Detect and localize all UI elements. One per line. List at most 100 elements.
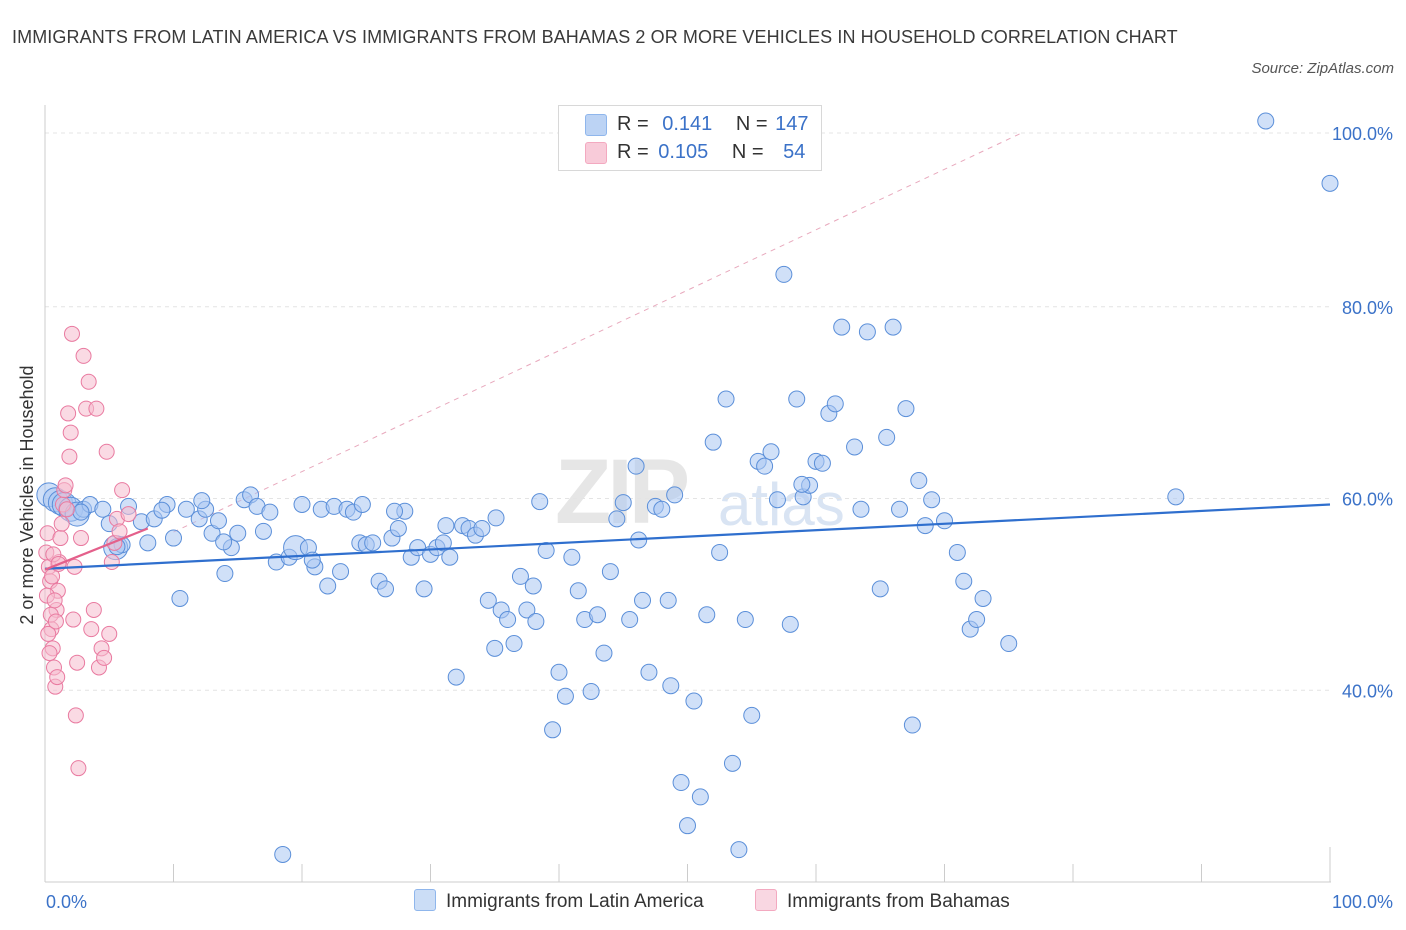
source-label: Source: ZipAtlas.com [1251, 60, 1394, 77]
series-bahamas [38, 325, 137, 777]
data-point-latin-america [582, 682, 600, 700]
data-point-latin-america [1167, 488, 1185, 506]
y-tick-label: 80.0% [1342, 298, 1393, 318]
data-point-latin-america [389, 519, 407, 537]
data-point-latin-america [556, 687, 574, 705]
legend-item-latin-america[interactable]: Immigrants from Latin America [414, 888, 704, 916]
data-point-bahamas [46, 592, 63, 609]
data-point-latin-america [717, 390, 735, 408]
stats-swatch-latin-america [585, 114, 607, 136]
r-label: R = [617, 113, 649, 135]
data-point-latin-america [524, 577, 542, 595]
tick-labels: 40.0% 60.0% 80.0% 100.0% 0.0% 100.0% 2 or more… [17, 124, 1393, 912]
data-point-bahamas [65, 611, 82, 628]
data-point-latin-america [215, 533, 233, 551]
data-point-bahamas [41, 645, 58, 662]
data-point-latin-america [826, 395, 844, 413]
n-value: 147 [775, 113, 809, 135]
y-tick-label: 100.0% [1332, 124, 1393, 144]
data-point-bahamas [70, 760, 87, 777]
legend-label: Immigrants from Latin America [446, 891, 704, 912]
data-point-bahamas [61, 448, 78, 465]
data-point-bahamas [69, 654, 86, 671]
data-point-latin-america [614, 494, 632, 512]
n-label: N = [731, 141, 764, 163]
data-point-latin-america [544, 721, 562, 739]
stats-swatch-bahamas [585, 142, 607, 164]
data-point-latin-america [666, 486, 684, 504]
legend-item-bahamas[interactable]: Immigrants from Bahamas [755, 888, 1010, 916]
data-point-latin-america [377, 580, 395, 598]
data-point-latin-america [974, 589, 992, 607]
data-point-latin-america [634, 591, 652, 609]
data-point-latin-america [386, 502, 404, 520]
data-point-latin-america [209, 512, 227, 530]
data-point-latin-america [897, 400, 915, 418]
data-point-latin-america [434, 534, 452, 552]
grid-layer [45, 132, 1330, 691]
data-point-latin-america [659, 591, 677, 609]
y-axis-title: 2 or more Vehicles in Household [17, 365, 37, 624]
data-point-latin-america [486, 639, 504, 657]
trend-line-latin-america [44, 503, 1331, 570]
r-label: R = [617, 141, 649, 163]
legend-label: Immigrants from Bahamas [787, 891, 1010, 912]
data-point-latin-america [871, 580, 889, 598]
data-point-latin-america [968, 611, 986, 629]
data-point-latin-america [884, 318, 902, 336]
data-point-latin-america [499, 611, 517, 629]
data-point-bahamas [101, 625, 118, 642]
data-point-bahamas [58, 501, 75, 518]
n-label: N = [735, 113, 768, 135]
data-point-latin-america [487, 509, 505, 527]
data-point-latin-america [775, 265, 793, 283]
data-point-bahamas [67, 707, 84, 724]
x-tick-label: 0.0% [46, 892, 87, 912]
data-point-latin-america [679, 817, 696, 835]
data-point-latin-america [415, 580, 433, 598]
data-point-latin-america [479, 591, 497, 609]
data-point-latin-america [293, 496, 311, 513]
data-point-latin-america [505, 635, 523, 653]
data-point-latin-america [923, 491, 941, 509]
data-point-bahamas [114, 482, 131, 499]
data-point-latin-america [878, 428, 896, 446]
data-point-latin-america [229, 524, 247, 542]
data-point-latin-america [846, 438, 864, 456]
data-point-latin-america [910, 472, 928, 490]
data-point-latin-america [563, 548, 581, 566]
data-point-latin-america [94, 500, 112, 518]
data-point-latin-america [569, 582, 587, 600]
series-latin-america [36, 112, 1339, 863]
data-point-latin-america [527, 612, 545, 630]
r-value: 0.141 [662, 113, 713, 135]
data-point-latin-america [736, 611, 754, 629]
data-point-bahamas [63, 325, 80, 342]
data-point-latin-america [153, 501, 171, 519]
data-point-latin-america [1257, 112, 1275, 130]
trend-line-bahamas [44, 527, 149, 571]
data-point-latin-america [165, 529, 182, 547]
data-point-latin-america [936, 512, 953, 530]
data-point-latin-america [781, 615, 799, 633]
data-point-latin-america [518, 601, 536, 619]
data-point-latin-america [437, 517, 455, 535]
data-point-latin-america [177, 500, 195, 518]
data-point-bahamas [49, 669, 66, 686]
stats-legend: R = 0.141 N = 147 R = 0.105 N = 54 [558, 105, 822, 171]
data-point-bahamas [47, 613, 64, 630]
data-point-latin-america [858, 323, 876, 341]
data-point-latin-america [319, 577, 337, 595]
data-point-latin-america [955, 572, 973, 590]
data-point-latin-america [1321, 174, 1339, 192]
x-tick-label: 100.0% [1332, 892, 1393, 912]
data-point-latin-america [948, 543, 966, 561]
data-point-latin-america [531, 493, 549, 511]
r-value: 0.105 [658, 141, 709, 163]
data-point-latin-america [813, 454, 831, 472]
data-point-bahamas [52, 530, 69, 547]
data-point-latin-america [139, 534, 157, 552]
data-point-bahamas [96, 649, 113, 666]
trend-lines [44, 503, 1331, 571]
